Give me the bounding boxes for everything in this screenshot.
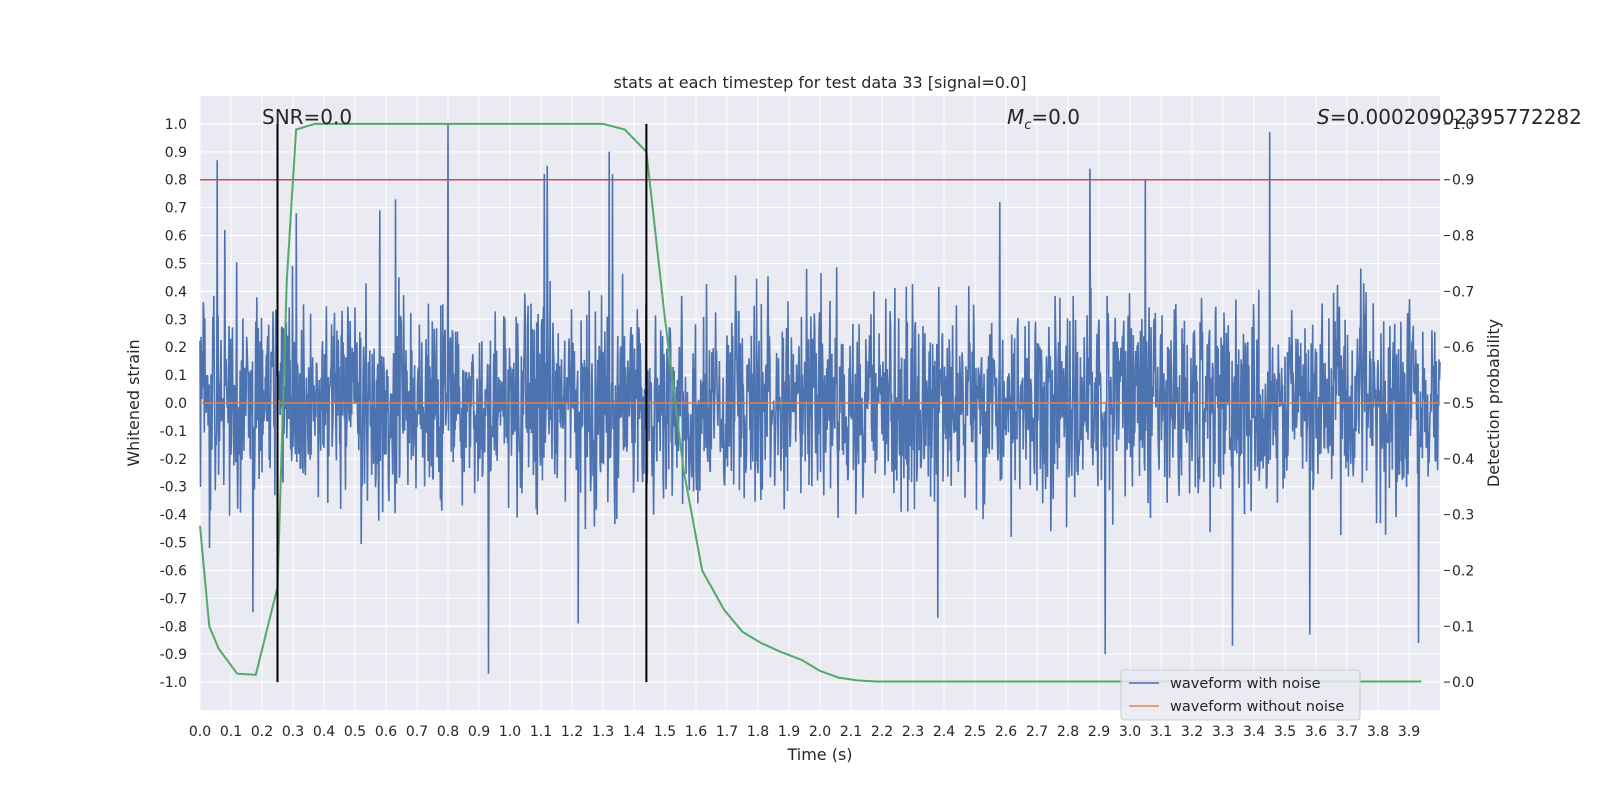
snr-annotation: SNR=0.0 bbox=[262, 105, 352, 129]
x-tick-label: 3.8 bbox=[1367, 724, 1389, 740]
x-tick-label: 1.8 bbox=[747, 724, 769, 740]
x-tick-label: 0.4 bbox=[313, 724, 335, 740]
x-tick-label: 2.3 bbox=[902, 724, 924, 740]
y-tick-label: -0.6 bbox=[160, 563, 187, 579]
x-tick-labels: 0.0 0.1 0.2 0.3 0.4 0.5 0.6 0.7 0.8 0.9 1.0 1.1 1.2 1… bbox=[189, 724, 1420, 740]
chirp-mass-subscript: c bbox=[1024, 118, 1031, 133]
y-tick-label: 0.9 bbox=[165, 145, 187, 161]
x-tick-label: 2.7 bbox=[1026, 724, 1048, 740]
y-tick-label: 0.5 bbox=[165, 256, 187, 272]
y-tick-label: -0.1 bbox=[160, 424, 187, 440]
x-tick-label: 1.2 bbox=[561, 724, 583, 740]
y-axis-label: Whitened strain bbox=[124, 339, 143, 466]
x-tick-label: 1.5 bbox=[654, 724, 676, 740]
y2-tick-labels: 1.0 0.9 0.8 0.7 0.6 0.5 0.4 0.3 0.2 0.1 0.0 bbox=[1444, 117, 1474, 691]
x-tick-label: 3.3 bbox=[1212, 724, 1234, 740]
x-tick-label: 2.4 bbox=[933, 724, 955, 740]
x-tick-label: 3.2 bbox=[1181, 724, 1203, 740]
x-tick-label: 3.5 bbox=[1274, 724, 1296, 740]
y-tick-label: -1.0 bbox=[160, 675, 187, 691]
y-tick-label: 0.3 bbox=[165, 312, 187, 328]
x-tick-label: 3.0 bbox=[1119, 724, 1141, 740]
x-tick-label: 3.4 bbox=[1243, 724, 1265, 740]
x-tick-label: 0.1 bbox=[220, 724, 242, 740]
chirp-mass-symbol: M bbox=[1007, 105, 1024, 129]
x-tick-label: 2.1 bbox=[840, 724, 862, 740]
waveform-with-noise-line bbox=[199, 123, 1441, 674]
x-tick-label: 0.3 bbox=[282, 724, 304, 740]
y2-tick-label: 0.3 bbox=[1452, 508, 1474, 524]
s-symbol: S bbox=[1317, 105, 1330, 129]
x-axis-label: Time (s) bbox=[786, 745, 852, 764]
y-tick-label: 0.2 bbox=[165, 340, 187, 356]
y2-axis-label: Detection probability bbox=[1484, 319, 1503, 487]
x-tick-label: 0.2 bbox=[251, 724, 273, 740]
chart-title: stats at each timestep for test data 33 … bbox=[614, 73, 1027, 92]
x-tick-label: 2.0 bbox=[809, 724, 831, 740]
detection-probability-line bbox=[199, 122, 1422, 683]
y2-tick-label: 0.6 bbox=[1452, 340, 1474, 356]
x-tick-label: 2.8 bbox=[1057, 724, 1079, 740]
y2-tick-label: 1.0 bbox=[1452, 117, 1474, 133]
x-tick-label: 0.6 bbox=[375, 724, 397, 740]
x-tick-label: 1.4 bbox=[623, 724, 645, 740]
s-annotation: S=0.00020902395772282 bbox=[1317, 105, 1582, 129]
x-tick-label: 1.3 bbox=[592, 724, 614, 740]
x-tick-label: 0.0 bbox=[189, 724, 211, 740]
x-tick-label: 1.1 bbox=[530, 724, 552, 740]
legend: waveform with noise waveform without noi… bbox=[1120, 669, 1361, 721]
x-tick-label: 3.6 bbox=[1305, 724, 1327, 740]
x-tick-label: 2.5 bbox=[964, 724, 986, 740]
y-tick-label: 0.7 bbox=[165, 201, 187, 217]
x-tick-label: 1.6 bbox=[685, 724, 707, 740]
x-tick-label: 2.2 bbox=[871, 724, 893, 740]
y2-tick-label: 0.8 bbox=[1452, 229, 1474, 245]
y2-tick-label: 0.1 bbox=[1452, 619, 1474, 635]
y-tick-label: 0.4 bbox=[165, 284, 187, 300]
s-value: =0.00020902395772282 bbox=[1330, 105, 1582, 129]
x-tick-label: 0.9 bbox=[468, 724, 490, 740]
y-tick-label: -0.8 bbox=[160, 619, 187, 635]
y-tick-label: 0.0 bbox=[165, 396, 187, 412]
x-tick-label: 0.7 bbox=[406, 724, 428, 740]
x-tick-label: 3.9 bbox=[1398, 724, 1420, 740]
y-tick-label: 0.8 bbox=[165, 173, 187, 189]
y2-tick-label: 0.4 bbox=[1452, 452, 1474, 468]
y2-tick-label: 0.7 bbox=[1452, 284, 1474, 300]
x-tick-label: 1.9 bbox=[778, 724, 800, 740]
series-layer bbox=[199, 122, 1441, 683]
y2-tick-label: 0.2 bbox=[1452, 563, 1474, 579]
x-tick-label: 3.1 bbox=[1150, 724, 1172, 740]
vertical-markers bbox=[276, 123, 648, 683]
y-tick-label: 0.1 bbox=[165, 368, 187, 384]
y-tick-label: -0.9 bbox=[160, 647, 187, 663]
y-tick-label: -0.3 bbox=[160, 480, 187, 496]
y2-tick-label: 0.5 bbox=[1452, 396, 1474, 412]
x-tick-label: 1.0 bbox=[499, 724, 521, 740]
legend-box bbox=[1120, 669, 1361, 721]
chirp-mass-value: =0.0 bbox=[1031, 105, 1080, 129]
x-tick-label: 2.9 bbox=[1088, 724, 1110, 740]
y2-tick-label: 0.9 bbox=[1452, 173, 1474, 189]
y-tick-label: -0.2 bbox=[160, 452, 187, 468]
legend-label-noise: waveform with noise bbox=[1170, 676, 1321, 692]
x-tick-label: 0.5 bbox=[344, 724, 366, 740]
x-tick-label: 3.7 bbox=[1336, 724, 1358, 740]
y2-tick-label: 0.0 bbox=[1452, 675, 1474, 691]
y-tick-label: 0.6 bbox=[165, 229, 187, 245]
y-tick-label: 1.0 bbox=[165, 117, 187, 133]
legend-label-clean: waveform without noise bbox=[1170, 699, 1344, 715]
y-tick-label: -0.5 bbox=[160, 536, 187, 552]
y-tick-labels: 1.0 0.9 0.8 0.7 0.6 0.5 0.4 0.3 0.2 0.1 0.0 -0.1 -0.… bbox=[160, 117, 187, 691]
x-tick-label: 2.6 bbox=[995, 724, 1017, 740]
y-tick-label: -0.7 bbox=[160, 591, 187, 607]
y-tick-label: -0.4 bbox=[160, 508, 187, 524]
x-tick-label: 1.7 bbox=[716, 724, 738, 740]
chirp-mass-annotation: Mc=0.0 bbox=[1007, 105, 1080, 133]
x-tick-label: 0.8 bbox=[437, 724, 459, 740]
